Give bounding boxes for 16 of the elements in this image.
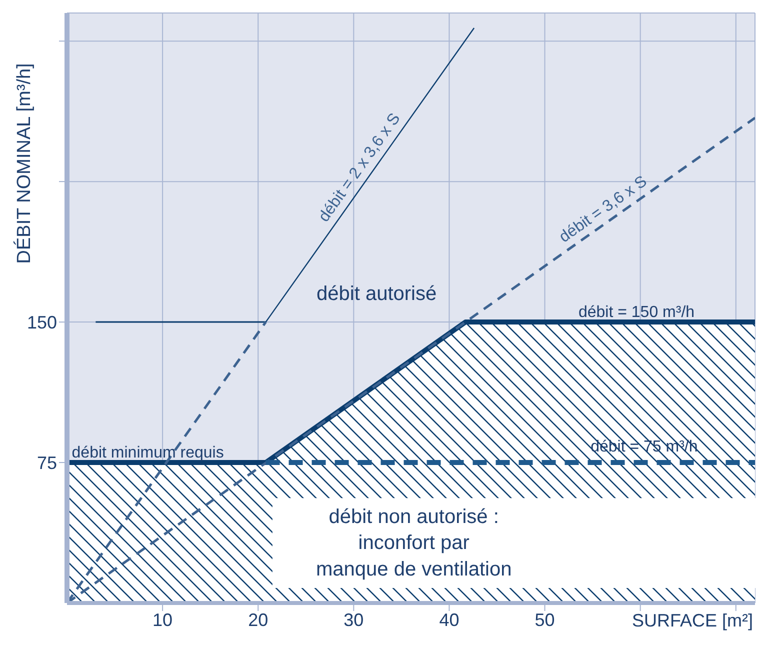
x-tick-label: 20 <box>248 610 268 630</box>
annotation: débit non autorisé : <box>328 506 499 528</box>
x-tick-label: 50 <box>534 610 555 630</box>
y-tick-label: 75 <box>36 452 57 473</box>
annotation: inconfort par <box>358 532 470 554</box>
x-tick-label: 30 <box>344 610 364 630</box>
y-axis-title: DÉBIT NOMINAL [m³/h] <box>13 63 35 264</box>
y-tick-label: 150 <box>26 312 57 332</box>
x-axis-title: SURFACE [m²] <box>632 610 753 630</box>
annotation: manque de ventilation <box>316 558 512 580</box>
annotation: débit autorisé <box>316 282 437 305</box>
annotation: débit = 150 m³/h <box>578 304 695 322</box>
x-tick-label: 40 <box>439 610 460 630</box>
text: débit = 3,6 x S <box>556 173 650 246</box>
annotation: débit minimum requis <box>72 444 224 462</box>
x-tick-label: 10 <box>152 610 173 630</box>
